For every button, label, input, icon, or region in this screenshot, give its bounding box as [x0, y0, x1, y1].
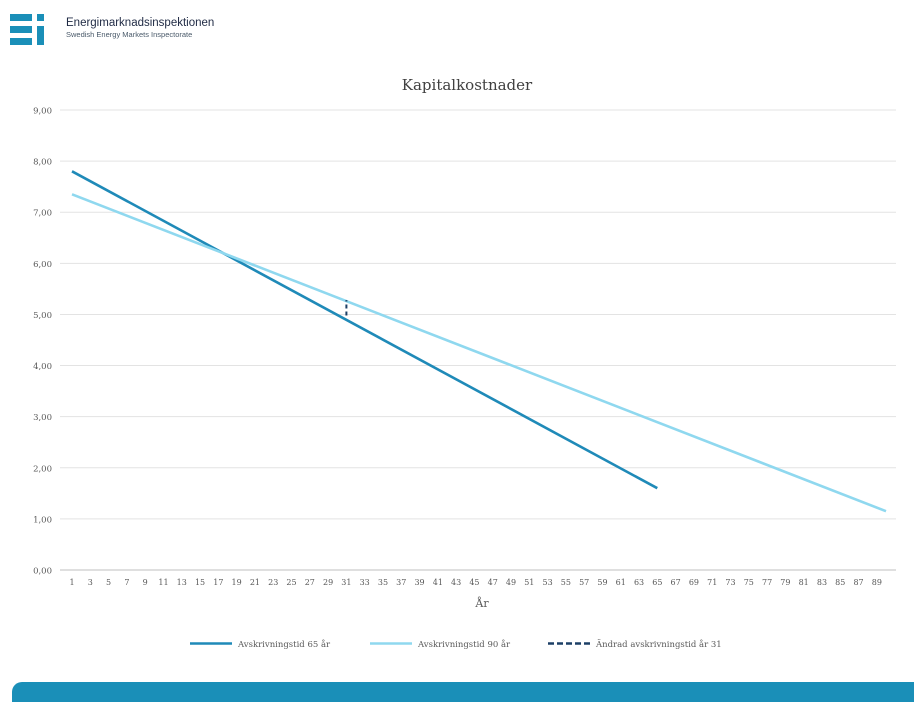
- x-tick-label: 61: [616, 578, 626, 587]
- y-tick-label: 3,00: [33, 413, 52, 423]
- chart-title: Kapitalkostnader: [402, 76, 533, 94]
- x-tick-label: 81: [799, 578, 809, 587]
- chart-series: [71, 170, 887, 513]
- y-tick-label: 1,00: [33, 515, 52, 525]
- x-tick-label: 7: [124, 578, 129, 587]
- x-tick-label: 83: [817, 578, 827, 587]
- x-tick-label: 87: [853, 578, 863, 587]
- legend-label: Ändrad avskrivningstid år 31: [595, 638, 722, 650]
- x-tick-label: 19: [232, 578, 242, 587]
- x-tick-label: 63: [634, 578, 644, 587]
- x-tick-label: 3: [88, 578, 93, 587]
- x-axis-label: År: [474, 596, 489, 610]
- x-tick-label: 17: [213, 578, 223, 587]
- x-tick-label: 49: [506, 578, 516, 587]
- y-tick-label: 6,00: [33, 260, 52, 270]
- footer-band: [12, 682, 914, 702]
- chart-legend: Avskrivningstid 65 år Avskrivningstid 90 …: [190, 638, 722, 650]
- x-tick-label: 85: [835, 578, 845, 587]
- x-tick-label: 25: [286, 578, 296, 587]
- y-tick-label: 7,00: [33, 209, 52, 219]
- x-tick-label: 37: [396, 578, 406, 587]
- y-tick-label: 9,00: [33, 107, 52, 117]
- x-tick-label: 47: [488, 578, 498, 587]
- chart-gridlines: [60, 109, 896, 571]
- x-tick-label: 45: [469, 578, 479, 587]
- x-tick-label: 29: [323, 578, 333, 587]
- x-tick-label: 79: [780, 578, 790, 587]
- ei-logo-mark-icon: [10, 14, 44, 45]
- x-tick-label: 51: [524, 578, 534, 587]
- x-tick-label: 67: [671, 578, 681, 587]
- x-tick-label: 59: [597, 578, 607, 587]
- x-axis-ticks: 1 3 5 7 9 11 13 15 17 19 21 23 25 27 29 31 33 35 37 39 41 43 4…: [69, 578, 881, 587]
- y-tick-label: 4,00: [33, 362, 52, 372]
- y-tick-label: 0,00: [33, 567, 52, 577]
- y-tick-label: 2,00: [33, 464, 52, 474]
- x-tick-label: 1: [69, 578, 74, 587]
- y-tick-label: 5,00: [33, 311, 52, 321]
- x-tick-label: 33: [360, 578, 370, 587]
- x-tick-label: 9: [143, 578, 148, 587]
- x-tick-label: 73: [725, 578, 735, 587]
- capital-cost-chart: Kapitalkostnader 0,00 1,00 2,00 3,00 4,00 5,0…: [33, 76, 896, 650]
- y-tick-label: 8,00: [33, 158, 52, 168]
- x-tick-label: 77: [762, 578, 772, 587]
- series-line-2: [71, 193, 887, 513]
- org-subtitle: Swedish Energy Markets Inspectorate: [66, 30, 193, 39]
- legend-label: Avskrivningstid 65 år: [237, 638, 331, 650]
- x-tick-label: 13: [177, 578, 187, 587]
- x-tick-label: 31: [341, 578, 351, 587]
- x-tick-label: 39: [414, 578, 424, 587]
- x-tick-label: 69: [689, 578, 699, 587]
- x-tick-label: 71: [707, 578, 717, 587]
- x-tick-label: 15: [195, 578, 205, 587]
- y-axis-ticks: 0,00 1,00 2,00 3,00 4,00 5,00 6,00 7,00 8,00 9,00: [33, 107, 52, 577]
- org-name: Energimarknadsinspektionen: [66, 17, 215, 29]
- x-tick-label: 43: [451, 578, 461, 587]
- x-tick-label: 11: [158, 578, 168, 587]
- x-tick-label: 55: [561, 578, 571, 587]
- series-line-1: [71, 170, 658, 490]
- x-tick-label: 27: [305, 578, 315, 587]
- x-tick-label: 53: [543, 578, 553, 587]
- x-tick-label: 21: [250, 578, 260, 587]
- legend-label: Avskrivningstid 90 år: [417, 638, 511, 650]
- x-tick-label: 57: [579, 578, 589, 587]
- x-tick-label: 89: [872, 578, 882, 587]
- x-tick-label: 23: [268, 578, 278, 587]
- x-tick-label: 75: [744, 578, 754, 587]
- x-tick-label: 35: [378, 578, 388, 587]
- x-tick-label: 5: [106, 578, 111, 587]
- x-tick-label: 65: [652, 578, 662, 587]
- x-tick-label: 41: [433, 578, 443, 587]
